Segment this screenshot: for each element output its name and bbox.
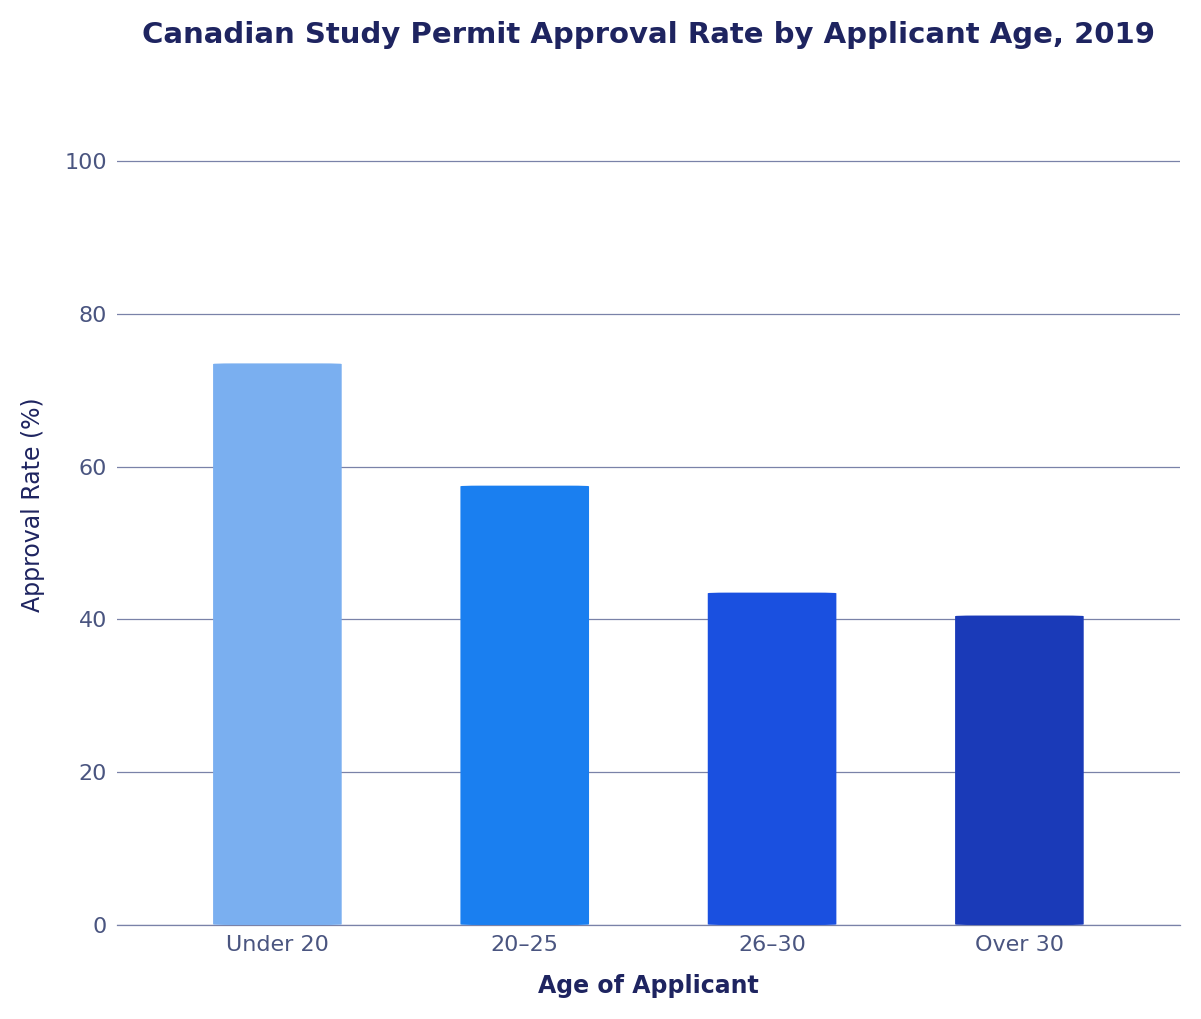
Title: Canadian Study Permit Approval Rate by Applicant Age, 2019: Canadian Study Permit Approval Rate by A…	[142, 20, 1155, 49]
FancyBboxPatch shape	[955, 615, 1083, 925]
FancyBboxPatch shape	[707, 593, 836, 925]
FancyBboxPatch shape	[213, 364, 342, 925]
Y-axis label: Approval Rate (%): Approval Rate (%)	[20, 397, 44, 612]
FancyBboxPatch shape	[460, 486, 588, 925]
X-axis label: Age of Applicant: Age of Applicant	[538, 974, 759, 999]
